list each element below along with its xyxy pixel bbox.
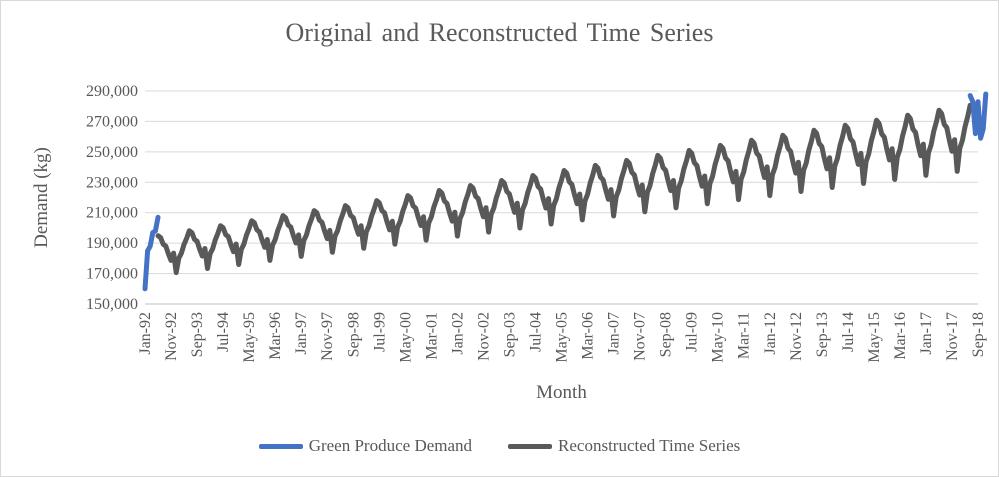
x-tick-label: Sep-18 (970, 312, 987, 357)
x-tick-label: Sep-98 (345, 312, 362, 357)
y-tick-label: 190,000 (86, 235, 138, 252)
gridlines (145, 90, 978, 305)
x-tick-label: Jan-92 (137, 312, 154, 355)
x-tick-label: Jan-97 (293, 312, 310, 355)
y-tick-label: 150,000 (86, 296, 138, 313)
y-tick-label: 230,000 (86, 174, 138, 191)
legend-label: Reconstructed Time Series (558, 436, 741, 455)
x-tick-label: Jan-12 (762, 312, 779, 355)
y-tick-label: 270,000 (86, 113, 138, 130)
legend-item-reconstructed-time-series: Reconstructed Time Series (508, 436, 740, 456)
x-axis-ticks: Jan-92 Nov-92 Sep-93 Jul-94 May-95 Mar-96 Jan-… (137, 312, 987, 363)
x-tick-label: May-10 (710, 312, 727, 363)
y-tick-label: 250,000 (86, 144, 138, 161)
x-axis-label: Month (536, 382, 587, 403)
x-tick-label: Mar-16 (892, 312, 909, 360)
y-tick-label: 170,000 (86, 266, 138, 283)
x-tick-label: Mar-01 (423, 312, 440, 360)
x-tick-label: Jul-14 (840, 312, 857, 352)
x-tick-label: Mar-06 (580, 312, 597, 360)
x-tick-label: Jul-99 (371, 312, 388, 352)
x-tick-label: Sep-03 (501, 312, 518, 357)
x-tick-label: Jul-04 (527, 312, 544, 352)
legend-item-green-produce-demand: Green Produce Demand (258, 436, 473, 456)
x-tick-label: May-00 (397, 312, 414, 363)
x-tick-label: Mar-11 (736, 312, 753, 359)
x-tick-label: Nov-02 (475, 312, 492, 361)
series-line-reconstructed (155, 102, 976, 276)
legend: Green Produce Demand Reconstructed Time … (0, 436, 999, 456)
legend-swatch-gray (508, 443, 553, 449)
x-tick-label: Jan-17 (918, 312, 935, 355)
y-axis-label: Demand (kg) (31, 147, 52, 248)
x-tick-label: May-05 (554, 312, 571, 363)
x-tick-label: May-95 (241, 312, 258, 363)
x-tick-label: Jul-09 (684, 312, 701, 352)
legend-swatch-blue (258, 443, 303, 449)
x-tick-label: Nov-17 (944, 312, 961, 361)
x-tick-label: Jan-07 (606, 312, 623, 355)
y-tick-label: 210,000 (86, 205, 138, 222)
x-tick-label: Sep-93 (189, 312, 206, 357)
y-axis-ticks: 290,000 270,000 250,000 230,000 210,000 190,0… (86, 83, 138, 313)
series-lines (142, 91, 989, 292)
y-tick-label: 290,000 (86, 83, 138, 100)
x-tick-label: Sep-13 (814, 312, 831, 357)
x-tick-label: Jan-02 (449, 312, 466, 355)
series-line-green-produce-demand-0 (142, 214, 161, 292)
chart-title: Original and Reconstructed Time Series (285, 18, 714, 47)
legend-label: Green Produce Demand (308, 436, 473, 455)
x-tick-label: Nov-97 (319, 312, 336, 361)
series-line-green-produce-demand-1 (967, 91, 989, 141)
x-tick-label: May-15 (866, 312, 883, 363)
x-tick-label: Nov-12 (788, 312, 805, 361)
x-tick-label: Mar-96 (267, 312, 284, 360)
x-tick-label: Nov-92 (163, 312, 180, 361)
x-tick-label: Jul-94 (215, 312, 232, 352)
x-tick-label: Nov-07 (632, 312, 649, 361)
x-tick-label: Sep-08 (658, 312, 675, 357)
